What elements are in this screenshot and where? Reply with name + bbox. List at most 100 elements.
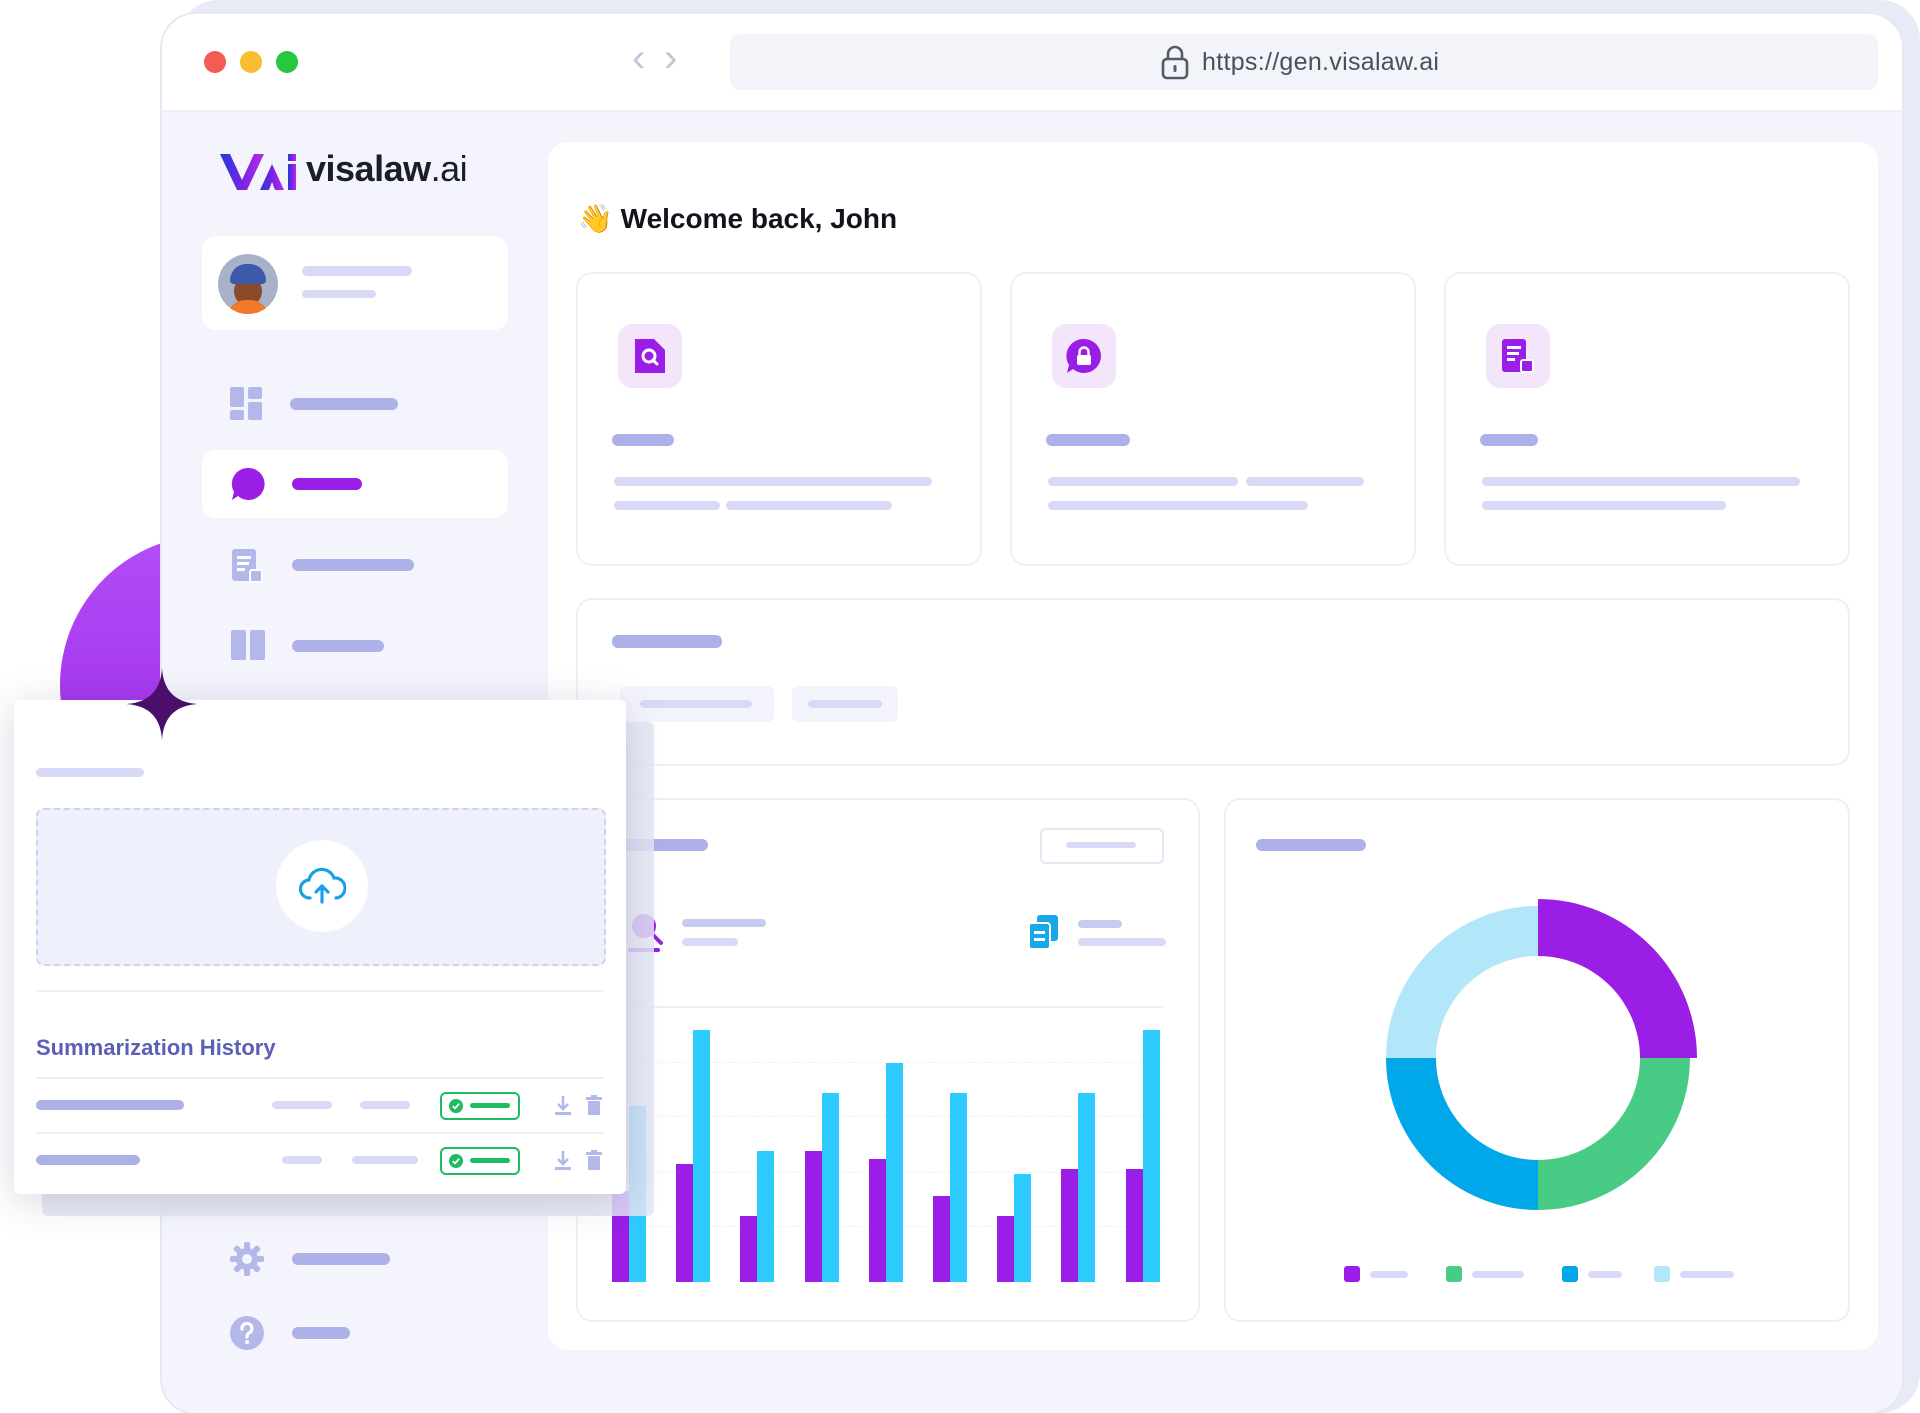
- bar-chart-title: [600, 839, 708, 851]
- sidebar-item-help-label[interactable]: [292, 1327, 350, 1339]
- search-document-icon: [635, 339, 665, 373]
- bar-series-2: [821, 1093, 839, 1282]
- donut-slice: [1386, 1058, 1538, 1210]
- summarization-history-title: Summarization History: [36, 1035, 276, 1060]
- history-file-name: [36, 1100, 184, 1110]
- search-stat-icon: [628, 914, 663, 952]
- documents-stat-value: [1078, 938, 1166, 946]
- feature-card-secure-chat-title: [1046, 434, 1130, 446]
- browser-titlebar: ‹ › https://gen.visalaw.ai: [162, 14, 1902, 112]
- cloud-upload-icon: [298, 867, 346, 904]
- upload-panel-title: [36, 768, 144, 777]
- feature-card-secure-chat-desc: [1246, 477, 1364, 486]
- user-profile-card[interactable]: [202, 236, 508, 330]
- bar-series-1: [1125, 1168, 1143, 1282]
- trash-icon[interactable]: [586, 1095, 602, 1115]
- search-stat-value: [682, 938, 738, 946]
- bar-series-2: [629, 1105, 646, 1282]
- book-icon[interactable]: [230, 628, 266, 664]
- documents-stat-label: [1078, 920, 1122, 928]
- feature-card-secure-chat[interactable]: [1012, 274, 1414, 564]
- history-row[interactable]: [14, 1133, 626, 1187]
- feature-card-secure-chat-desc: [1048, 501, 1308, 510]
- lock-icon: [1161, 45, 1189, 80]
- panel-divider: [36, 990, 604, 992]
- feature-card-search-desc: [726, 501, 892, 510]
- history-size: [352, 1156, 418, 1164]
- dashboard-icon[interactable]: [230, 387, 264, 421]
- avatar: [218, 254, 278, 314]
- welcome-text: Welcome back, John: [620, 203, 898, 234]
- history-row[interactable]: [14, 1078, 626, 1132]
- sidebar-item-chat-label[interactable]: [292, 478, 362, 490]
- feature-card-documents[interactable]: [1446, 274, 1848, 564]
- back-nav-icon[interactable]: ‹: [632, 36, 646, 80]
- filter-chip-label: [640, 700, 752, 708]
- bar-series-1: [1061, 1168, 1079, 1282]
- legend-label: [1370, 1271, 1408, 1278]
- donut-chart-title: [1256, 839, 1366, 851]
- secure-chat-lock-icon: [1066, 338, 1101, 373]
- sidebar-item-documents-label[interactable]: [292, 559, 414, 571]
- feature-card-documents-title: [1480, 434, 1538, 446]
- legend-swatch-purple: [1344, 1266, 1360, 1282]
- search-stat-label: [682, 919, 766, 927]
- url-text: https://gen.visalaw.ai: [1202, 48, 1440, 76]
- copy-documents-icon: [1028, 915, 1058, 950]
- bar-series-2: [950, 1093, 967, 1282]
- feature-card-search-desc: [614, 501, 720, 510]
- history-divider: [36, 1132, 604, 1134]
- file-dropzone[interactable]: [36, 808, 606, 966]
- maximize-window-button[interactable]: [276, 51, 298, 73]
- download-icon[interactable]: [554, 1150, 572, 1170]
- legend-label: [1680, 1271, 1734, 1278]
- chart-gridline: [612, 1062, 1162, 1063]
- bar-series-1: [997, 1216, 1015, 1282]
- close-window-button[interactable]: [204, 51, 226, 73]
- chart-divider: [612, 1006, 1164, 1008]
- donut-legend: [1344, 1266, 1744, 1286]
- feature-card-secure-chat-desc: [1048, 477, 1238, 486]
- brand-name-suffix: .ai: [430, 148, 468, 189]
- donut-slice: [1538, 1058, 1690, 1210]
- bar-series-2: [885, 1062, 903, 1282]
- feature-card-search-title: [612, 434, 674, 446]
- legend-label: [1472, 1271, 1524, 1278]
- recent-activity-card: [578, 600, 1848, 764]
- upload-button[interactable]: [276, 840, 368, 932]
- legend-swatch-green: [1446, 1266, 1462, 1282]
- check-circle-icon: [449, 1099, 463, 1113]
- trash-icon[interactable]: [586, 1150, 602, 1170]
- bar-series-1: [740, 1216, 758, 1282]
- status-badge: [440, 1092, 520, 1120]
- brand-name-main: visalaw: [306, 148, 431, 189]
- bar-series-1: [676, 1163, 694, 1282]
- document-icon[interactable]: [230, 548, 264, 584]
- bar-series-2: [693, 1030, 711, 1282]
- history-divider: [36, 1077, 604, 1079]
- sidebar-item-dashboard-label[interactable]: [290, 398, 398, 410]
- minimize-window-button[interactable]: [240, 51, 262, 73]
- feature-card-search[interactable]: [578, 274, 980, 564]
- donut-slice: [1538, 899, 1697, 1058]
- bar-series-1: [868, 1158, 886, 1282]
- visalaw-logo-mark: [220, 154, 296, 190]
- user-name-placeholder: [302, 266, 412, 276]
- history-file-name: [36, 1155, 140, 1165]
- bar-chart-plot: [612, 1030, 1168, 1282]
- bar-series-2: [757, 1150, 775, 1282]
- chat-bubble-icon[interactable]: [230, 466, 266, 502]
- address-bar[interactable]: https://gen.visalaw.ai: [730, 34, 1878, 90]
- sidebar-item-settings-label[interactable]: [292, 1253, 390, 1265]
- forward-nav-icon[interactable]: ›: [664, 36, 678, 80]
- download-icon[interactable]: [554, 1095, 572, 1115]
- help-question-icon[interactable]: [230, 1316, 264, 1350]
- bar-series-1: [804, 1150, 822, 1282]
- filter-chip-label: [808, 700, 882, 708]
- sidebar-item-library-label[interactable]: [292, 640, 384, 652]
- donut-chart-card: [1226, 800, 1848, 1320]
- feature-card-search-desc: [614, 477, 932, 486]
- history-date: [272, 1101, 332, 1109]
- settings-gear-icon[interactable]: [230, 1242, 264, 1276]
- donut-slice: [1386, 906, 1538, 1058]
